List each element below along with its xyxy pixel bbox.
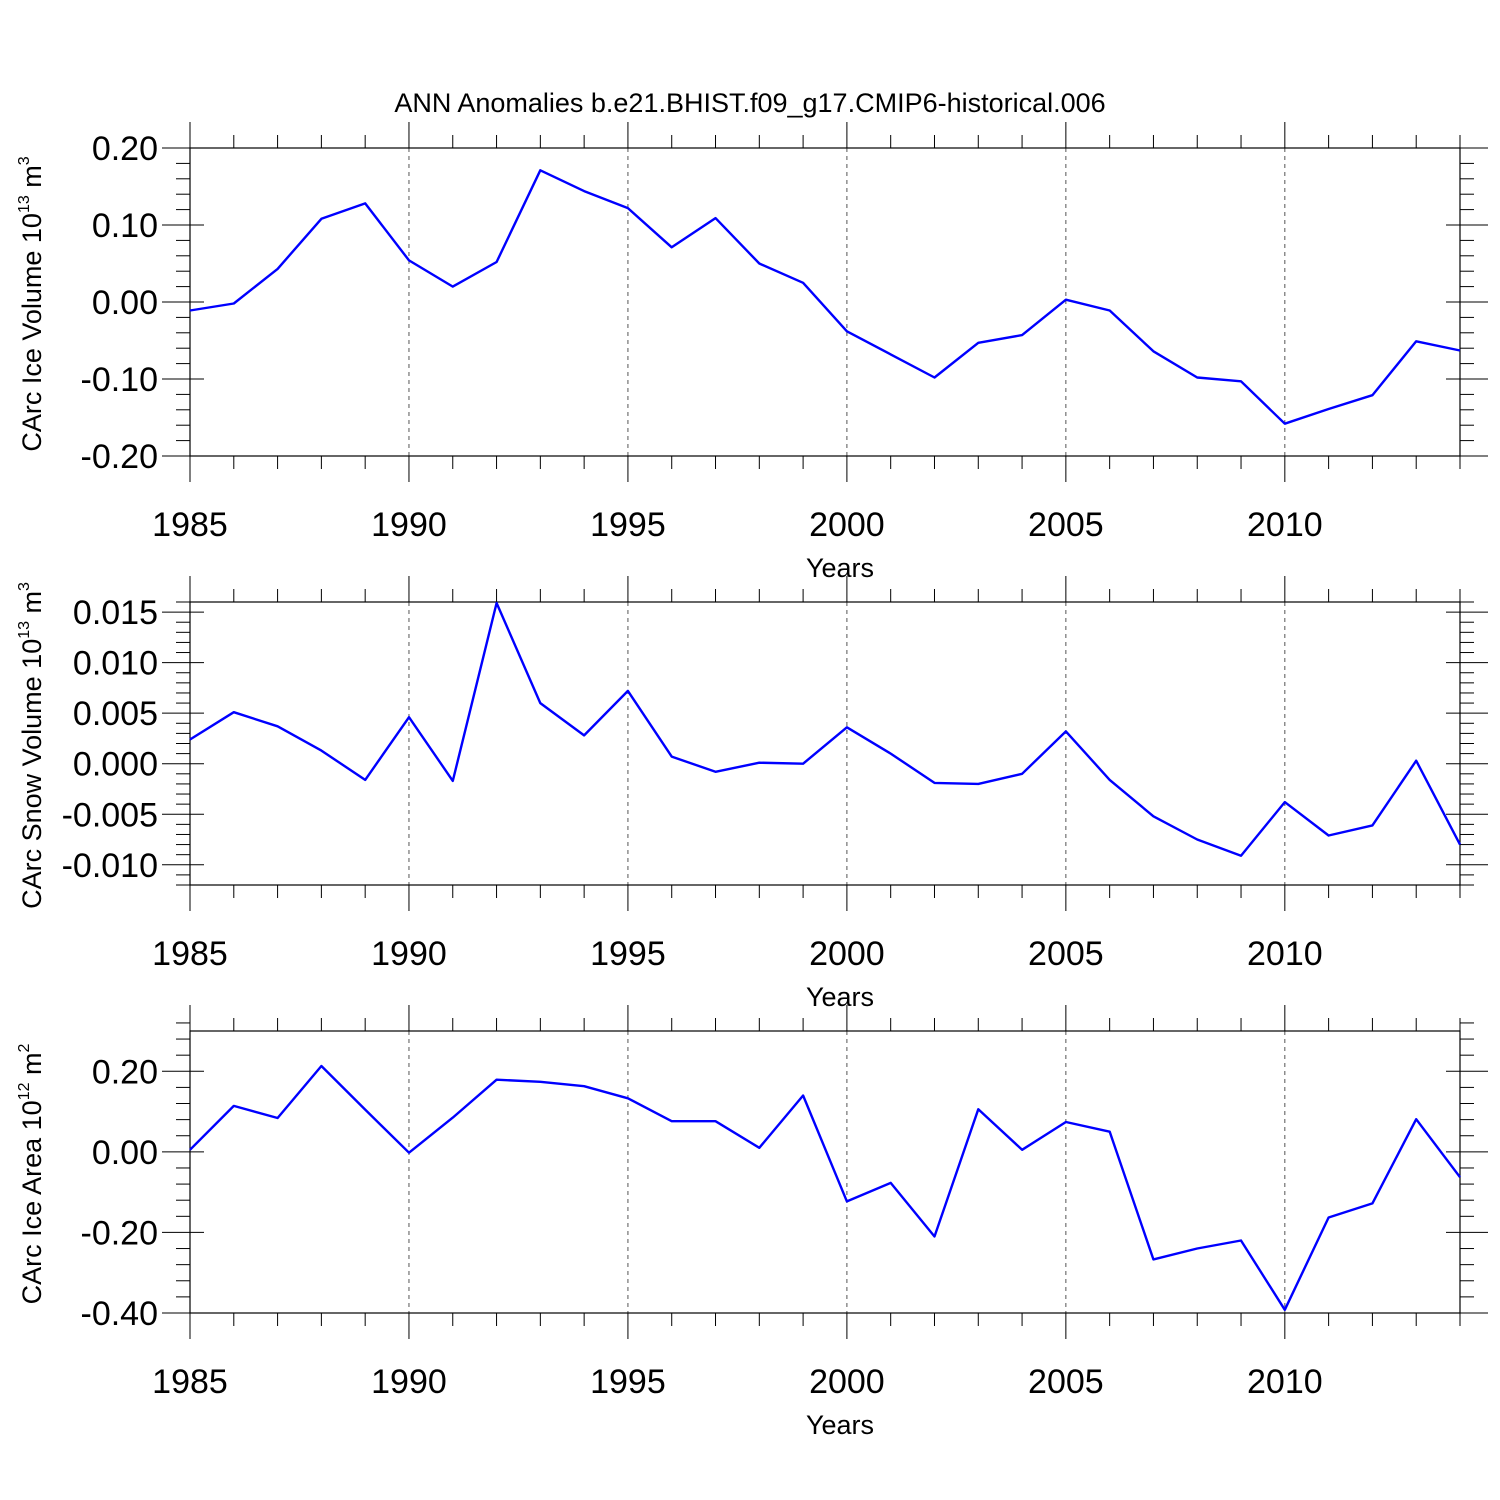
y-axis-label: CArc Snow Volume 1013 m3 [16,582,47,909]
y-axis-label: CArc Ice Area 1012 m2 [16,1044,47,1305]
plot-frame [189,601,1461,886]
x-tick-label: 2005 [1028,1363,1104,1401]
y-tick-label: 0.20 [92,130,158,168]
y-tick-label: 0.00 [92,284,158,322]
x-axis-label: Years [806,553,874,583]
plot-frame [189,1030,1461,1314]
y-tick-label: -0.20 [81,438,159,476]
x-tick-label: 1990 [371,935,447,973]
x-tick-label: 2000 [809,1363,885,1401]
x-tick-label: 1985 [152,1363,228,1401]
y-axis-label: CArc Ice Volume 1013 m3 [16,156,47,451]
y-tick-label: 0.10 [92,207,158,245]
x-tick-label: 2000 [809,935,885,973]
figure-title: ANN Anomalies b.e21.BHIST.f09_g17.CMIP6-… [394,88,1105,118]
y-tick-label: 0.010 [73,645,158,683]
y-tick-label: 0.20 [92,1053,158,1091]
x-tick-label: 1990 [371,1363,447,1401]
y-tick-label: 0.00 [92,1134,158,1172]
y-tick-label: -0.20 [81,1214,159,1252]
x-tick-label: 2000 [809,506,885,544]
x-tick-label: 1995 [590,1363,666,1401]
x-tick-label: 2005 [1028,935,1104,973]
x-tick-label: 1985 [152,506,228,544]
chart-panel-1: 1985 1990 1995 2000 2005 2010 -0.20 -0.10 0.00 0.… [16,122,1488,583]
chart-panel-2: 1985 1990 1995 2000 2005 2010 -0.010 -0.005 0.00… [16,576,1488,1012]
y-tick-label: -0.010 [62,847,158,885]
y-tick-label: 0.005 [73,695,158,733]
x-tick-label: 2010 [1247,506,1323,544]
x-tick-label: 2010 [1247,1363,1323,1401]
x-tick-label: 1990 [371,506,447,544]
x-tick-label: 1995 [590,935,666,973]
y-tick-label: 0.000 [73,746,158,784]
y-tick-label: -0.40 [81,1295,159,1333]
series-line [189,1064,1461,1312]
x-tick-label: 2005 [1028,506,1104,544]
x-tick-label: 2010 [1247,935,1323,973]
x-tick-label: 1985 [152,935,228,973]
x-axis-label: Years [806,1410,874,1440]
series-line [189,601,1462,857]
chart-panel-3: 1985 1990 1995 2000 2005 2010 -0.40 -0.20 0.00 0.… [16,1005,1488,1440]
series-line [189,169,1461,425]
x-axis-label: Years [806,982,874,1012]
y-tick-label: 0.015 [73,594,158,632]
y-tick-label: -0.10 [81,361,159,399]
y-tick-label: -0.005 [62,796,158,834]
x-tick-label: 1995 [590,506,666,544]
